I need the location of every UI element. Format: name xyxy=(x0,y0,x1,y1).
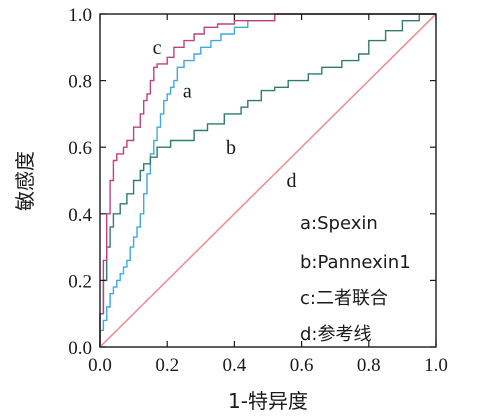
y-tick-label: 0.0 xyxy=(68,338,92,359)
roc-curve-c xyxy=(99,13,436,347)
x-tick-label: 0.8 xyxy=(357,355,381,376)
roc-curve-d xyxy=(99,13,437,348)
curve-label-b: b xyxy=(226,137,236,159)
x-tick-label: 0.6 xyxy=(290,355,314,376)
x-tick-label: 1.0 xyxy=(424,355,448,376)
legend-item-a: a:Spexin xyxy=(300,213,378,234)
curve-label-c: c xyxy=(153,37,162,59)
plot-frame xyxy=(99,13,437,348)
roc-curve-b xyxy=(99,13,436,347)
legend: a:Spexin b:Pannexin1 c:二者联合 d:参考线 xyxy=(300,213,411,345)
ticks-layer: 0.0 0.2 0.4 0.6 0.8 1.0 0.0 0.2 0.4 0.6 0.8 1.0 xyxy=(68,5,448,376)
y-tick-label: 1.0 xyxy=(68,5,92,26)
y-tick-label: 0.6 xyxy=(68,138,92,159)
curve-label-a: a xyxy=(183,80,192,102)
legend-item-c: c:二者联合 xyxy=(300,288,388,309)
y-tick-label: 0.8 xyxy=(68,72,92,93)
roc-curve-a xyxy=(99,13,436,347)
y-axis-title: 敏感度 xyxy=(13,151,37,211)
y-tick-label: 0.2 xyxy=(68,271,92,292)
legend-item-d: d:参考线 xyxy=(300,324,372,345)
curve-label-d: d xyxy=(287,170,297,192)
x-tick-label: 0.4 xyxy=(223,355,247,376)
curve-labels-layer: a b c d xyxy=(153,37,297,192)
y-tick-label: 0.4 xyxy=(68,205,92,226)
x-tick-label: 0.2 xyxy=(155,355,179,376)
curves-layer xyxy=(99,13,437,348)
legend-item-b: b:Pannexin1 xyxy=(300,252,411,273)
x-axis-title: 1-特异度 xyxy=(228,389,308,413)
x-tick-label: 0.0 xyxy=(88,355,112,376)
